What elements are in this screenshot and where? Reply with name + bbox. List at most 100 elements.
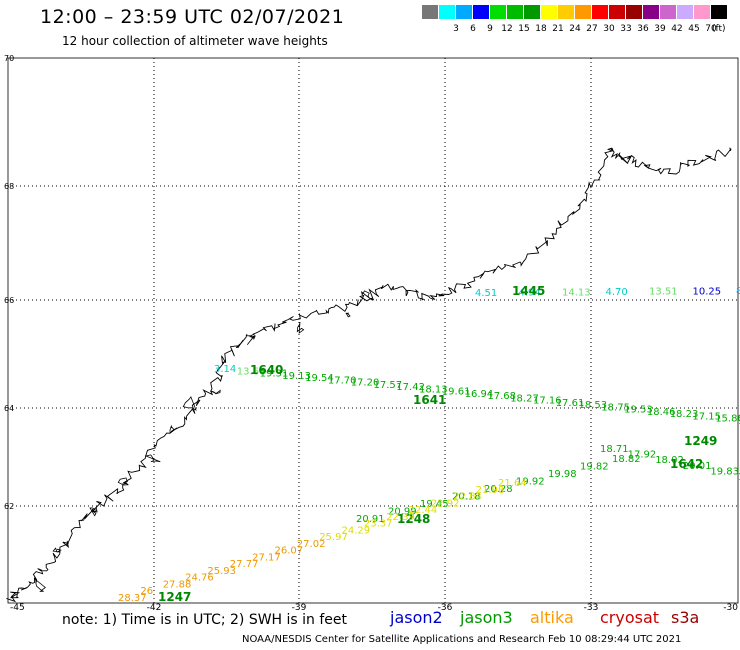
wave-height-label: 22.92 (431, 498, 460, 509)
color-scale-tick: 3 (453, 24, 459, 34)
color-scale-swatch (473, 5, 489, 19)
color-scale-tick: 18 (535, 24, 547, 34)
color-scale-swatch (422, 5, 438, 19)
wave-height-label: 17.92 (628, 450, 657, 461)
pass-time-label: 1642 (670, 457, 703, 471)
pass-time-label: 1247 (158, 590, 191, 604)
wave-height-label: 18.46 (647, 407, 676, 418)
coastline-islet (117, 477, 128, 485)
coastline-segment (237, 283, 431, 349)
wave-height-label: 27.88 (163, 580, 192, 591)
color-scale-tick: 15 (518, 24, 530, 34)
lon-tick-label: -33 (584, 603, 599, 613)
wave-height-label: 20.28 (484, 484, 513, 495)
wave-height-label: 19.54 (305, 373, 334, 384)
lon-tick-label: -42 (147, 603, 162, 613)
wave-height-label: 25.97 (319, 532, 348, 543)
wave-height-label: 4.51 (475, 288, 497, 299)
wave-height-label: 8.83 (736, 286, 740, 297)
axis-labels: -45 -42 -39 -36 -33 -30 70 68 66 64 62 (4, 54, 738, 613)
coastline-segment (6, 519, 85, 603)
wave-height-label: 17.61 (556, 398, 585, 409)
wave-height-label: 20.99 (388, 507, 417, 518)
greenland-coastline (6, 147, 732, 603)
wave-height-label: 25.93 (207, 566, 236, 577)
color-scale-swatch (694, 5, 710, 19)
color-scale-tick: 36 (637, 24, 649, 34)
lon-tick-label: -45 (10, 603, 25, 613)
color-scale-swatch (575, 5, 591, 19)
wave-height-label: 27.77 (230, 559, 259, 570)
color-scale-tick: 33 (620, 24, 632, 34)
wave-height-label: 18.27 (510, 393, 539, 404)
wave-height-label: 18.02 (655, 455, 684, 466)
wave-height-label: 19.98 (548, 469, 577, 480)
coastline-islet (169, 425, 176, 435)
color-scale-swatch (592, 5, 608, 19)
color-scale-tick: 45 (688, 24, 700, 34)
satellite-legend-jason2: jason2 (390, 608, 443, 627)
color-scale-swatch (626, 5, 642, 19)
wave-height-label: 19.61 (442, 387, 471, 398)
color-scale-swatch (524, 5, 540, 19)
color-scale-tick: 39 (654, 24, 666, 34)
satellite-legend-jason3: jason3 (460, 608, 513, 627)
wave-height-label: 18.13 (419, 384, 448, 395)
lon-tick-label: -36 (438, 603, 453, 613)
pass-time-label: 1640 (250, 363, 283, 377)
satellite-legend-cryosat: cryosat (600, 608, 660, 627)
wave-height-label: 18.82 (612, 454, 641, 465)
color-scale-tick: 24 (569, 24, 581, 34)
wave-height-label: 19.45 (420, 499, 449, 510)
coastline-islet (89, 506, 98, 517)
wave-height-label: 23.37 (364, 519, 393, 530)
wave-height-label: 4.94 (519, 288, 541, 299)
color-scale-swatch (558, 5, 574, 19)
coastline-islet (35, 579, 46, 592)
wave-height-label: 22.44 (409, 505, 438, 516)
wave-height-label: 26 (140, 586, 153, 597)
color-scale-tick: 9 (487, 24, 493, 34)
wave-height-label: 22.39 (386, 512, 415, 523)
color-scale-swatch (677, 5, 693, 19)
wave-height-label: 3.14 (214, 364, 236, 375)
color-scale-swatch (643, 5, 659, 19)
color-scale-swatch (609, 5, 625, 19)
page-title: 12:00 – 23:59 UTC 02/07/2021 (40, 6, 345, 28)
color-scale-swatch (660, 5, 676, 19)
coastline-islet (144, 454, 161, 463)
color-scale-swatch (711, 5, 727, 19)
coastline-segment (609, 147, 732, 175)
coastline-islet (182, 396, 197, 411)
wave-height-label: 10.25 (693, 286, 722, 297)
lat-tick-label: 62 (4, 502, 14, 511)
coastline-islet (296, 321, 305, 334)
wave-height-label: 17.57 (374, 380, 403, 391)
wave-height-label: 27.02 (297, 539, 326, 550)
coastline-islet (210, 389, 221, 395)
wave-height-label: 20.01 (683, 461, 712, 472)
altimeter-tracks: 4.514.9414.134.7013.5110.258.8314453.141… (118, 284, 740, 604)
wave-height-label: 21.64 (498, 478, 527, 489)
lat-tick-label: 64 (4, 404, 14, 413)
color-scale-tick: 70 (705, 24, 717, 34)
color-scale-tick: 21 (552, 24, 564, 34)
wave-height-label: 16.94 (465, 389, 494, 400)
wave-height-label: 19.82 (580, 462, 609, 473)
wave-height-label: 15 (738, 416, 740, 427)
coastline-segment (429, 147, 614, 300)
note-text: note: 1) Time is in UTC; 2) SWH is in fe… (62, 612, 348, 628)
satellite-legend-altika: altika (530, 608, 574, 627)
wave-height-label: 17.20 (351, 378, 380, 389)
wave-height-label: 22.84 (453, 492, 482, 503)
wave-height-label: 18.71 (600, 444, 629, 455)
pass-time-label: 1249 (684, 434, 717, 448)
page-subtitle: 12 hour collection of altimeter wave hei… (62, 34, 328, 48)
lat-tick-label: 66 (4, 296, 14, 305)
wave-height-label: 20.91 (356, 514, 385, 525)
wave-height-label: 19.13 (282, 371, 311, 382)
color-scale-swatch (490, 5, 506, 19)
wave-height-label: 18.53 (579, 400, 608, 411)
wave-height-label: 21.98 (476, 485, 505, 496)
